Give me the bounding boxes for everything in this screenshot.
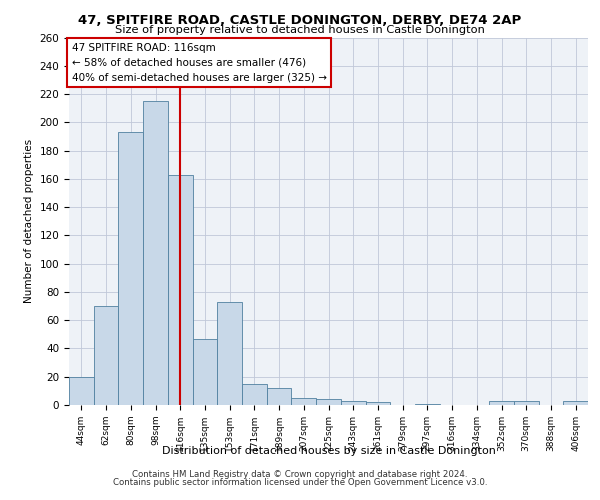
Bar: [365, 402, 390, 405]
Bar: [316, 400, 341, 405]
Text: Contains public sector information licensed under the Open Government Licence v3: Contains public sector information licen…: [113, 478, 487, 487]
Bar: [489, 401, 514, 405]
Bar: [341, 401, 365, 405]
Bar: [514, 401, 539, 405]
Bar: [118, 132, 143, 405]
Bar: [143, 101, 168, 405]
Bar: [267, 388, 292, 405]
Bar: [168, 174, 193, 405]
Bar: [415, 404, 440, 405]
Bar: [292, 398, 316, 405]
Text: 47 SPITFIRE ROAD: 116sqm
← 58% of detached houses are smaller (476)
40% of semi-: 47 SPITFIRE ROAD: 116sqm ← 58% of detach…: [71, 43, 326, 82]
Bar: [563, 401, 588, 405]
Bar: [94, 306, 118, 405]
Bar: [69, 376, 94, 405]
Text: Distribution of detached houses by size in Castle Donington: Distribution of detached houses by size …: [162, 446, 496, 456]
Y-axis label: Number of detached properties: Number of detached properties: [24, 139, 34, 304]
Text: Size of property relative to detached houses in Castle Donington: Size of property relative to detached ho…: [115, 25, 485, 35]
Text: Contains HM Land Registry data © Crown copyright and database right 2024.: Contains HM Land Registry data © Crown c…: [132, 470, 468, 479]
Bar: [193, 338, 217, 405]
Bar: [242, 384, 267, 405]
Bar: [217, 302, 242, 405]
Text: 47, SPITFIRE ROAD, CASTLE DONINGTON, DERBY, DE74 2AP: 47, SPITFIRE ROAD, CASTLE DONINGTON, DER…: [79, 14, 521, 27]
